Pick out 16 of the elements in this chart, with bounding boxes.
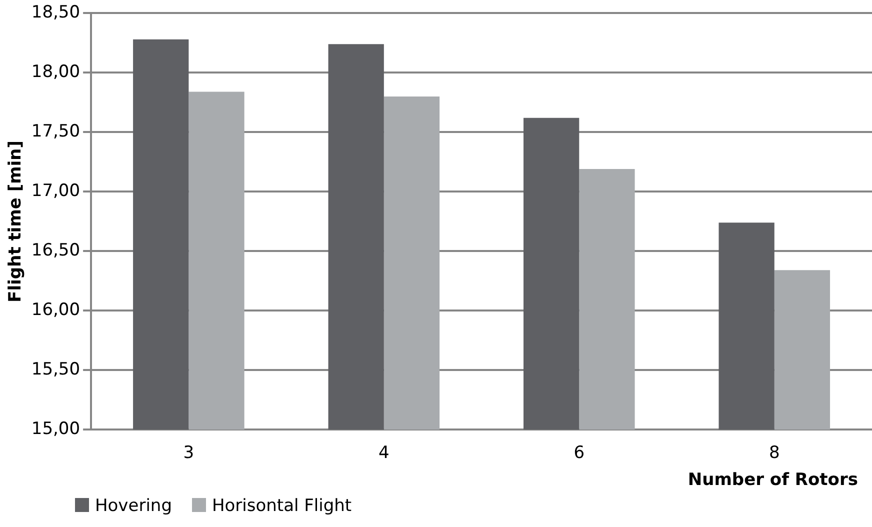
x-tick-label: 3: [183, 443, 194, 464]
y-tick-label: 18,50: [31, 2, 80, 23]
y-tick-label: 17,00: [31, 181, 80, 202]
y-tick-label: 17,50: [31, 122, 80, 142]
y-tick-label: 16,50: [31, 240, 80, 261]
y-tick-label: 16,00: [31, 300, 80, 320]
legend-label: Horisontal Flight: [210, 496, 352, 516]
legend-label: Hovering: [94, 496, 172, 516]
x-tick-label: 6: [574, 443, 585, 464]
x-axis-title: Number of Rotors: [688, 470, 858, 490]
y-tick-label: 15,50: [31, 360, 80, 380]
x-tick-label: 8: [768, 443, 780, 464]
y-tick-label: 18,00: [31, 62, 80, 82]
x-tick-label: 4: [378, 443, 390, 464]
y-axis-title: Flight time [min]: [6, 140, 26, 302]
y-tick-label: 15,00: [31, 419, 80, 440]
